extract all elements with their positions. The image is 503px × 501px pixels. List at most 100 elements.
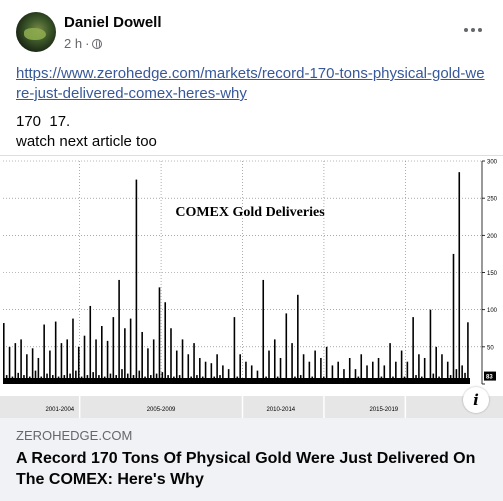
bar xyxy=(239,354,241,384)
bar xyxy=(268,350,270,384)
bar xyxy=(435,346,437,384)
post-line-2: watch next article too xyxy=(16,133,157,150)
info-icon[interactable]: i xyxy=(463,387,489,413)
chart-svg: 50 100 150 200 250 300 83 COMEX Gold Deliveries… xyxy=(0,160,503,418)
bar xyxy=(245,361,247,384)
bar xyxy=(54,321,57,384)
bar xyxy=(429,309,432,384)
bar xyxy=(37,357,40,384)
x-axis-band xyxy=(0,396,503,418)
post-meta: 2 h · xyxy=(64,36,103,51)
card-headline[interactable]: A Record 170 Tons Of Physical Gold Were … xyxy=(16,450,476,488)
baseline-band xyxy=(3,378,470,384)
link-preview-card[interactable]: 50 100 150 200 250 300 83 COMEX Gold Deliveries… xyxy=(0,155,503,501)
y-tick-label: 150 xyxy=(487,271,498,277)
bar xyxy=(14,343,17,384)
bar xyxy=(89,305,92,384)
avatar[interactable] xyxy=(16,12,56,52)
bar xyxy=(256,370,259,384)
bar xyxy=(354,369,357,384)
bar xyxy=(389,343,391,384)
author-name[interactable]: Daniel Dowell xyxy=(64,14,162,31)
bar xyxy=(31,348,34,384)
bar xyxy=(273,339,276,384)
last-value-label: 83 xyxy=(486,375,493,381)
bar xyxy=(279,357,282,384)
bar xyxy=(75,370,77,384)
bar xyxy=(455,369,458,384)
post-line-1: 170 17. xyxy=(16,113,71,130)
bar xyxy=(121,369,123,384)
bar xyxy=(461,365,463,384)
x-tick-label: 2001-2004 xyxy=(45,407,74,413)
bar xyxy=(343,369,345,384)
bar xyxy=(452,253,455,384)
x-tick-label: 2015-2019 xyxy=(369,407,398,413)
bar xyxy=(158,287,161,384)
bar xyxy=(152,339,155,384)
bar xyxy=(406,361,409,384)
y-tick-label: 200 xyxy=(487,234,498,240)
bar xyxy=(187,354,190,384)
bar xyxy=(371,361,374,384)
bar xyxy=(26,354,28,384)
separator: · xyxy=(85,36,90,51)
bar xyxy=(49,350,51,384)
card-footer[interactable]: ZEROHEDGE.COM A Record 170 Tons Of Physi… xyxy=(0,418,503,501)
bar xyxy=(222,365,224,384)
bar xyxy=(467,322,469,384)
bar xyxy=(124,328,126,384)
bar xyxy=(129,318,132,384)
bar xyxy=(337,361,339,384)
post-text: https://www.zerohedge.com/markets/record… xyxy=(16,64,486,152)
bar xyxy=(112,317,115,384)
bar xyxy=(60,343,63,384)
more-options-icon[interactable] xyxy=(459,20,487,40)
bar xyxy=(77,346,80,384)
bar xyxy=(34,370,37,384)
bar xyxy=(175,350,178,384)
card-domain: ZEROHEDGE.COM xyxy=(16,428,133,443)
bar xyxy=(325,346,328,384)
post-time[interactable]: 2 h xyxy=(64,36,83,51)
bar xyxy=(83,335,86,384)
bar xyxy=(95,339,97,384)
bar xyxy=(441,354,443,384)
bar xyxy=(164,302,167,384)
bar xyxy=(3,323,5,384)
bar xyxy=(193,343,195,384)
bar xyxy=(314,350,316,384)
bar xyxy=(285,313,288,384)
bar xyxy=(199,357,201,384)
bar xyxy=(181,339,184,384)
bar xyxy=(233,317,236,384)
bar xyxy=(227,369,230,384)
chart-image[interactable]: 50 100 150 200 250 300 83 COMEX Gold Deliveries… xyxy=(0,155,503,419)
bar xyxy=(446,361,449,384)
post-header: Daniel Dowell 2 h · xyxy=(16,12,487,54)
chart-title: COMEX Gold Deliveries xyxy=(175,205,325,220)
y-tick-label: 50 xyxy=(487,345,494,351)
bar xyxy=(400,350,403,384)
bar xyxy=(210,363,213,384)
bar xyxy=(262,279,265,384)
bar xyxy=(383,365,386,384)
bar xyxy=(20,339,22,384)
bar xyxy=(204,361,207,384)
post-link[interactable]: https://www.zerohedge.com/markets/record… xyxy=(16,65,485,102)
bar xyxy=(118,279,120,384)
bar xyxy=(106,340,109,384)
bar xyxy=(291,343,293,384)
bar xyxy=(138,370,141,384)
bar xyxy=(141,331,143,384)
bar xyxy=(302,354,305,384)
bar xyxy=(135,179,138,384)
bar xyxy=(395,361,397,384)
bar xyxy=(418,354,420,384)
globe-icon[interactable] xyxy=(92,38,103,49)
bar xyxy=(216,354,218,384)
x-tick-label: 2010-2014 xyxy=(266,407,295,413)
y-tick-label: 300 xyxy=(487,160,498,166)
y-tick-label: 250 xyxy=(487,197,498,203)
bar xyxy=(66,339,69,384)
